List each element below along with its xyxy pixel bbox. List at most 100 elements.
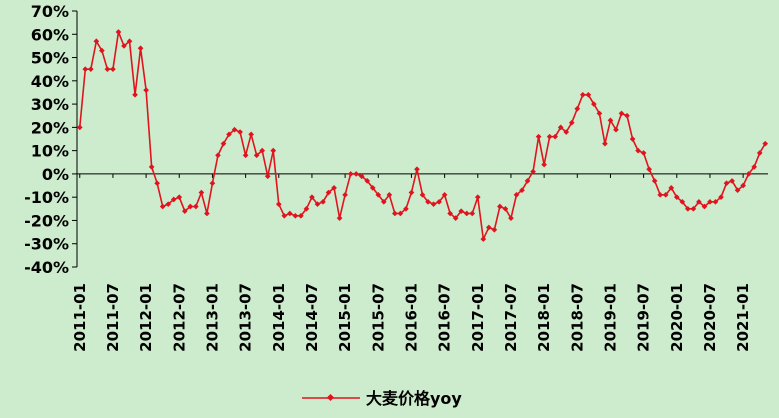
x-tick-label: 2018-01 <box>535 283 553 352</box>
y-tick-label: 30% <box>31 95 69 114</box>
data-point <box>673 194 680 201</box>
data-point <box>524 178 531 184</box>
data-point <box>756 150 763 156</box>
legend-label: 大麦价格yoy <box>366 389 462 408</box>
data-point <box>751 164 758 170</box>
data-point <box>474 194 481 201</box>
data-point <box>585 91 592 98</box>
data-point <box>629 136 636 142</box>
data-point <box>325 189 332 196</box>
y-tick-label: 40% <box>31 72 69 91</box>
data-point <box>729 178 735 184</box>
x-tick-label: 2014-07 <box>303 283 321 352</box>
data-point <box>148 164 155 170</box>
data-point <box>651 178 658 184</box>
data-point <box>530 168 536 175</box>
x-tick-label: 2021-01 <box>734 283 752 352</box>
data-point <box>607 117 614 124</box>
y-tick-label: -20% <box>24 211 69 230</box>
data-point <box>491 226 498 233</box>
data-point <box>740 182 746 189</box>
data-point <box>292 212 299 219</box>
y-tick-label: -30% <box>24 235 69 254</box>
y-tick-label: 70% <box>31 2 69 21</box>
data-point <box>336 215 343 221</box>
data-point <box>76 124 83 131</box>
y-tick-label: 10% <box>31 142 69 161</box>
data-point <box>143 87 149 93</box>
data-point <box>662 192 669 198</box>
data-point <box>546 133 553 140</box>
data-point <box>386 192 393 198</box>
data-point <box>286 210 293 217</box>
data-point <box>436 199 442 205</box>
data-point <box>380 199 387 205</box>
data-point <box>579 91 586 98</box>
data-point <box>364 178 371 184</box>
x-tick-label: 2013-01 <box>203 283 221 352</box>
x-tick-label: 2020-01 <box>668 283 686 352</box>
data-point <box>463 210 470 217</box>
data-point <box>513 192 520 198</box>
data-point <box>469 210 476 217</box>
data-point <box>690 205 697 212</box>
data-point <box>762 140 769 147</box>
data-point <box>375 192 382 198</box>
data-point <box>480 236 487 242</box>
data-point <box>508 215 514 221</box>
data-point <box>331 185 337 191</box>
data-point <box>745 171 752 177</box>
data-point <box>187 203 194 210</box>
data-point <box>281 212 288 219</box>
data-point <box>248 131 254 138</box>
data-point <box>447 210 453 217</box>
y-tick-label: 50% <box>31 49 69 68</box>
data-point <box>723 180 730 187</box>
x-tick-label: 2019-07 <box>635 283 653 352</box>
data-point <box>226 131 232 138</box>
data-point <box>563 129 570 135</box>
data-point <box>137 45 144 52</box>
data-point <box>502 205 509 212</box>
data-point <box>165 201 172 207</box>
data-point <box>181 208 188 214</box>
data-point <box>309 194 315 201</box>
data-point <box>397 210 404 217</box>
data-point <box>347 171 354 177</box>
x-tick-label: 2016-01 <box>402 283 420 352</box>
data-point <box>591 101 597 107</box>
data-point <box>154 180 160 187</box>
data-point <box>552 133 559 140</box>
data-point <box>320 199 326 205</box>
data-point <box>486 224 492 231</box>
data-point <box>618 110 625 117</box>
data-point <box>298 212 304 219</box>
data-point <box>425 199 431 205</box>
data-point <box>270 147 277 154</box>
data-point <box>668 185 675 191</box>
x-tick-label: 2013-07 <box>237 283 255 352</box>
data-point <box>115 29 122 35</box>
data-point <box>159 203 166 210</box>
data-point <box>718 194 724 201</box>
x-tick-label: 2016-07 <box>436 283 454 352</box>
data-point <box>358 173 365 180</box>
series-line <box>78 31 766 240</box>
data-point <box>82 66 89 73</box>
data-point <box>568 119 575 126</box>
x-tick-label: 2017-01 <box>469 283 487 352</box>
data-point <box>535 133 542 140</box>
data-point <box>430 201 437 207</box>
data-point <box>541 161 547 168</box>
data-point <box>303 205 310 212</box>
x-tick-label: 2017-07 <box>502 283 520 352</box>
data-point <box>264 173 271 180</box>
data-point <box>353 171 359 177</box>
data-point <box>497 203 503 210</box>
data-point <box>204 210 210 217</box>
data-point <box>104 66 111 73</box>
data-point <box>342 192 348 198</box>
x-axis-ticks: 2011-01 2011-07 2012-01 2012-07 2013-01 2013-… <box>71 173 752 352</box>
legend: 大麦价格yoy <box>302 389 462 408</box>
